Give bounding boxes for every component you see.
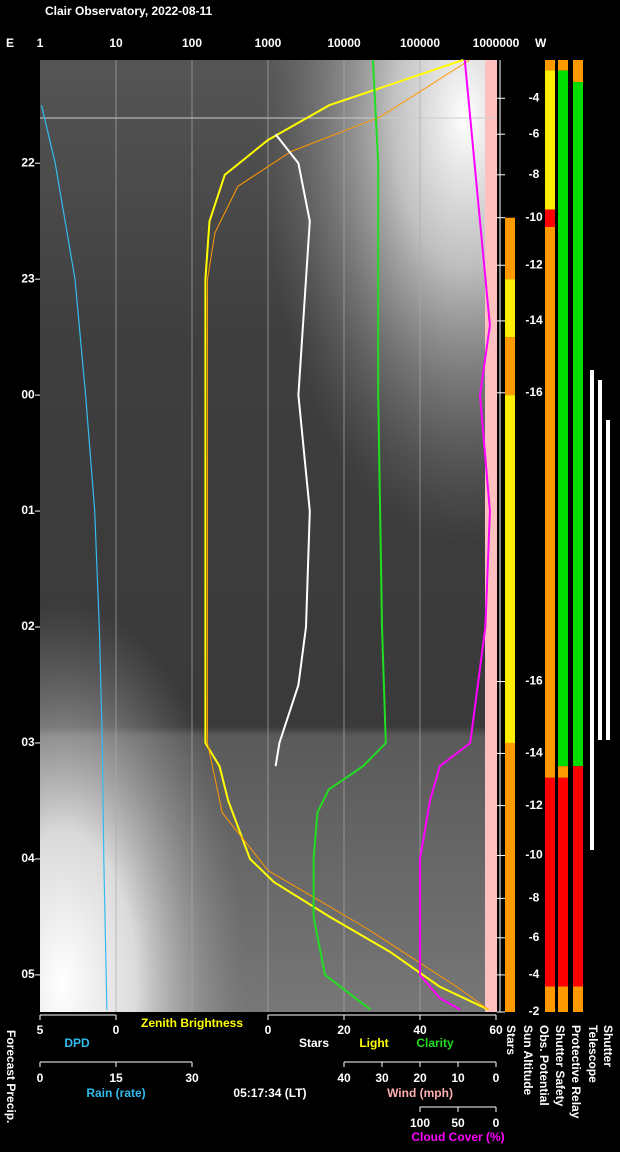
time-tick-label: 01 [21, 503, 35, 517]
telescope-bar [590, 370, 594, 850]
scale-tick-label: 15 [109, 1071, 123, 1085]
series-line [40, 105, 108, 1010]
side-label: Shutter Safety [553, 1025, 567, 1107]
sun-tick-label: -14 [525, 746, 543, 760]
top-tick-label: 100000 [400, 36, 440, 50]
sun-tick-label: -8 [529, 167, 540, 181]
west-label: W [535, 36, 547, 50]
time-tick-label: 22 [21, 155, 35, 169]
legend: Rain (rate) [86, 1086, 145, 1100]
legend: Light [359, 1036, 388, 1050]
status-segment [505, 279, 515, 338]
sun-tick-label: -6 [529, 126, 540, 140]
time-stamp: 05:17:34 (LT) [233, 1086, 306, 1100]
legend: Stars [299, 1036, 329, 1050]
status-segment [545, 777, 555, 987]
time-tick-label: 03 [21, 735, 35, 749]
sun-tick-label: -12 [525, 798, 543, 812]
legend: Zenith Brightness [141, 1016, 243, 1030]
sun-tick-label: -8 [529, 891, 540, 905]
scale-tick-label: 60 [489, 1023, 503, 1037]
status-segment [545, 209, 555, 227]
series-line [419, 59, 491, 1011]
scale-tick-label: 10 [451, 1071, 465, 1085]
side-label: Stars [504, 1025, 518, 1055]
side-label: Sun Altitude [521, 1025, 535, 1096]
sun-tick-label: -14 [525, 313, 543, 327]
sun-tick-label: -6 [529, 930, 540, 944]
status-segment [558, 70, 568, 767]
status-segment [573, 82, 583, 767]
scale-tick-label: 30 [375, 1071, 389, 1085]
scale-tick-label: 30 [185, 1071, 199, 1085]
series-line [204, 59, 490, 1011]
side-label: Telescope [586, 1025, 600, 1083]
series-line [274, 133, 311, 767]
status-segment [558, 986, 568, 1012]
series-line [312, 59, 387, 1011]
status-segment [505, 217, 515, 280]
cloud-strip [485, 60, 497, 1012]
shutter-bar [606, 420, 610, 740]
legend: Cloud Cover (%) [411, 1130, 504, 1144]
telescope-status [590, 370, 610, 850]
scale-tick-label: 50 [451, 1116, 465, 1130]
sun-tick-label: -12 [525, 257, 543, 271]
top-tick-label: 1000000 [473, 36, 520, 50]
scale-tick-label: 0 [493, 1116, 500, 1130]
status-segment [558, 766, 568, 778]
status-segment [505, 395, 515, 743]
status-segment [545, 986, 555, 1012]
side-label: Shutter [601, 1025, 615, 1067]
sun-tick-label: -2 [529, 1004, 540, 1018]
top-tick-label: 1000 [255, 36, 282, 50]
legend: Wind (mph) [387, 1086, 453, 1100]
shutter-bar [598, 380, 602, 740]
status-segment [558, 777, 568, 987]
top-tick-label: 1 [37, 36, 44, 50]
sun-tick-label: -4 [529, 967, 540, 981]
time-tick-label: 02 [21, 619, 35, 633]
status-segment [505, 742, 515, 1012]
legend: DPD [64, 1036, 90, 1050]
side-label: Protective Relay [569, 1025, 583, 1119]
series-line [207, 59, 489, 1011]
top-tick-label: 10000 [327, 36, 361, 50]
sun-tick-label: -4 [529, 90, 540, 104]
sun-tick-label: -16 [525, 674, 543, 688]
sun-tick-label: -16 [525, 385, 543, 399]
side-label: Forecast Precip. [4, 1030, 18, 1123]
status-segment [545, 70, 555, 210]
east-label: E [6, 36, 14, 50]
legend: Clarity [416, 1036, 454, 1050]
sun-tick-label: -10 [525, 848, 543, 862]
status-segment [505, 337, 515, 396]
scale-tick-label: 0 [265, 1023, 272, 1037]
scale-tick-label: 100 [410, 1116, 430, 1130]
status-segment [573, 60, 583, 83]
time-tick-label: 00 [21, 387, 35, 401]
time-tick-label: 23 [21, 271, 35, 285]
status-segment [545, 60, 555, 71]
status-segment [558, 60, 568, 71]
sun-tick-label: -10 [525, 210, 543, 224]
side-label: Obs. Potential [537, 1025, 551, 1106]
scale-tick-label: 0 [113, 1023, 120, 1037]
time-tick-label: 05 [21, 967, 35, 981]
scale-tick-label: 20 [337, 1023, 351, 1037]
scale-tick-label: 40 [413, 1023, 427, 1037]
top-tick-label: 10 [109, 36, 123, 50]
status-segment [573, 766, 583, 987]
title: Clair Observatory, 2022-08-11 [45, 4, 213, 18]
scale-tick-label: 40 [337, 1071, 351, 1085]
scale-tick-label: 0 [493, 1071, 500, 1085]
status-segment [573, 986, 583, 1012]
time-tick-label: 04 [21, 851, 35, 865]
scale-tick-label: 20 [413, 1071, 427, 1085]
scale-tick-label: 0 [37, 1071, 44, 1085]
status-segment [545, 226, 555, 778]
scale-tick-label: 5 [37, 1023, 44, 1037]
top-tick-label: 100 [182, 36, 202, 50]
